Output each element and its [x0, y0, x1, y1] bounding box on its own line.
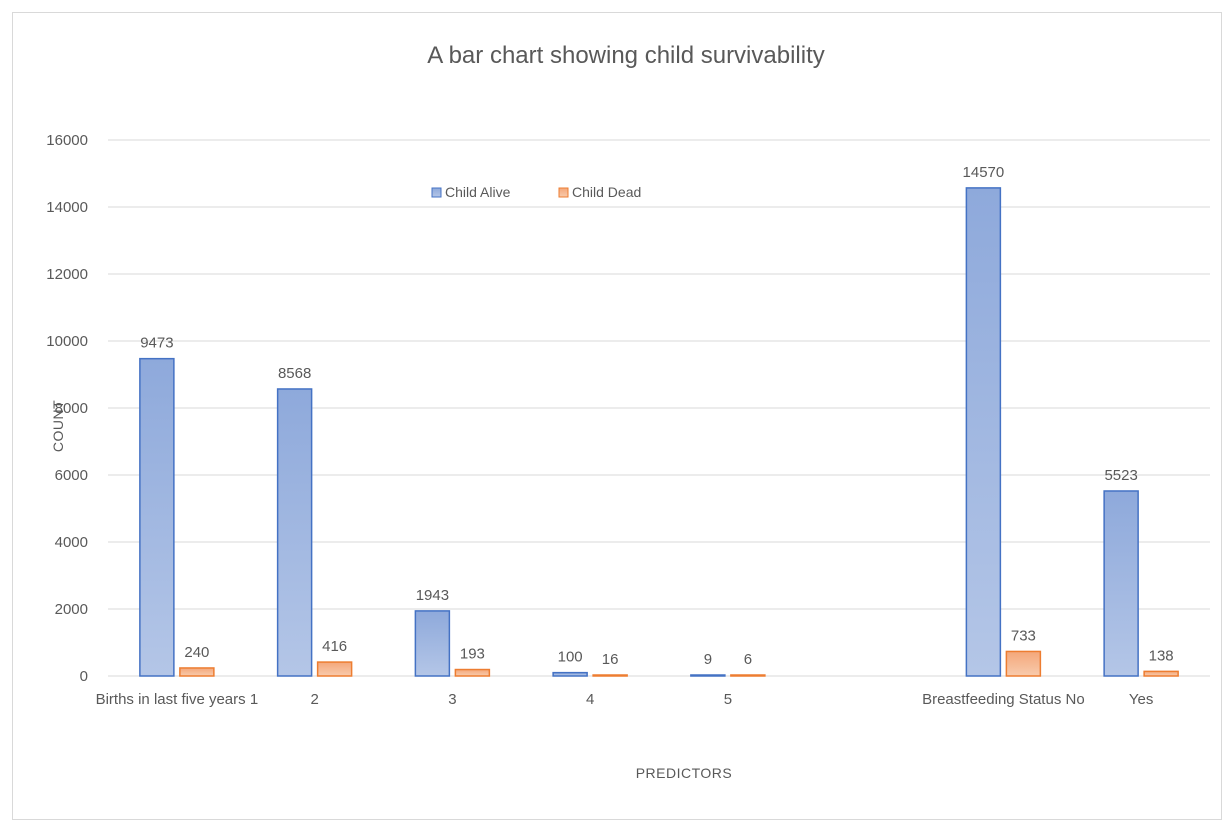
bar [414, 610, 451, 677]
data-label: 9 [704, 651, 712, 668]
bar [690, 674, 726, 677]
legend-swatch [558, 187, 569, 198]
data-label: 138 [1149, 647, 1174, 664]
bar [592, 674, 628, 677]
bar [730, 674, 766, 677]
gridlines [108, 139, 1210, 677]
data-label: 100 [558, 649, 583, 666]
legend-swatch [431, 187, 442, 198]
bar-chart: A bar chart showing child survivability … [46, 42, 1210, 781]
bar [1005, 650, 1042, 677]
bars: 9473 240 8568 416 1943 193 100 16 9 6 14570 733 5523… [139, 164, 1179, 677]
x-axis-label: PREDICTORS [636, 765, 733, 781]
x-tick-label: Yes [1129, 691, 1153, 708]
bar [1103, 490, 1139, 677]
bar [276, 388, 313, 677]
y-tick-label: 16000 [46, 132, 88, 149]
y-tick-label: 10000 [46, 333, 88, 350]
legend-label: Child Alive [445, 184, 511, 200]
y-tick-label: 6000 [55, 467, 88, 484]
x-tick-label: Breastfeeding Status No [922, 691, 1085, 708]
data-label: 240 [184, 644, 209, 661]
data-label: 14570 [963, 164, 1005, 181]
y-axis-label: COUNT [50, 400, 66, 452]
y-tick-label: 0 [80, 668, 88, 685]
chart-frame: A bar chart showing child survivability … [12, 12, 1222, 820]
x-tick-label: 4 [586, 691, 594, 708]
data-label: 5523 [1104, 467, 1137, 484]
y-axis-ticks: 0 2000 4000 6000 8000 10000 12000 14000 16000 [46, 132, 88, 685]
bar [552, 671, 588, 677]
x-axis-ticks: Births in last five years 1 2 3 4 5 Breastfee… [96, 691, 1154, 708]
data-label: 6 [744, 651, 752, 668]
y-tick-label: 12000 [46, 266, 88, 283]
bar [965, 187, 1002, 677]
x-tick-label: 5 [724, 691, 732, 708]
bar [316, 661, 353, 677]
x-tick-label: Births in last five years 1 [96, 691, 259, 708]
bar [454, 668, 491, 677]
bar [179, 667, 215, 677]
data-label: 1943 [416, 587, 449, 604]
chart-title: A bar chart showing child survivability [427, 42, 825, 69]
bar [139, 357, 175, 677]
legend-label: Child Dead [572, 184, 641, 200]
data-label: 193 [460, 646, 485, 663]
y-tick-label: 2000 [55, 601, 88, 618]
x-tick-label: 2 [310, 691, 318, 708]
data-label: 416 [322, 638, 347, 655]
data-label: 733 [1011, 627, 1036, 644]
legend: Child Alive Child Dead [431, 184, 641, 200]
data-label: 16 [602, 651, 619, 668]
data-label: 8568 [278, 365, 311, 382]
x-tick-label: 3 [448, 691, 456, 708]
y-tick-label: 4000 [55, 534, 88, 551]
y-tick-label: 8000 [55, 400, 88, 417]
data-label: 9473 [140, 335, 173, 352]
bar [1143, 670, 1179, 677]
y-tick-label: 14000 [46, 199, 88, 216]
